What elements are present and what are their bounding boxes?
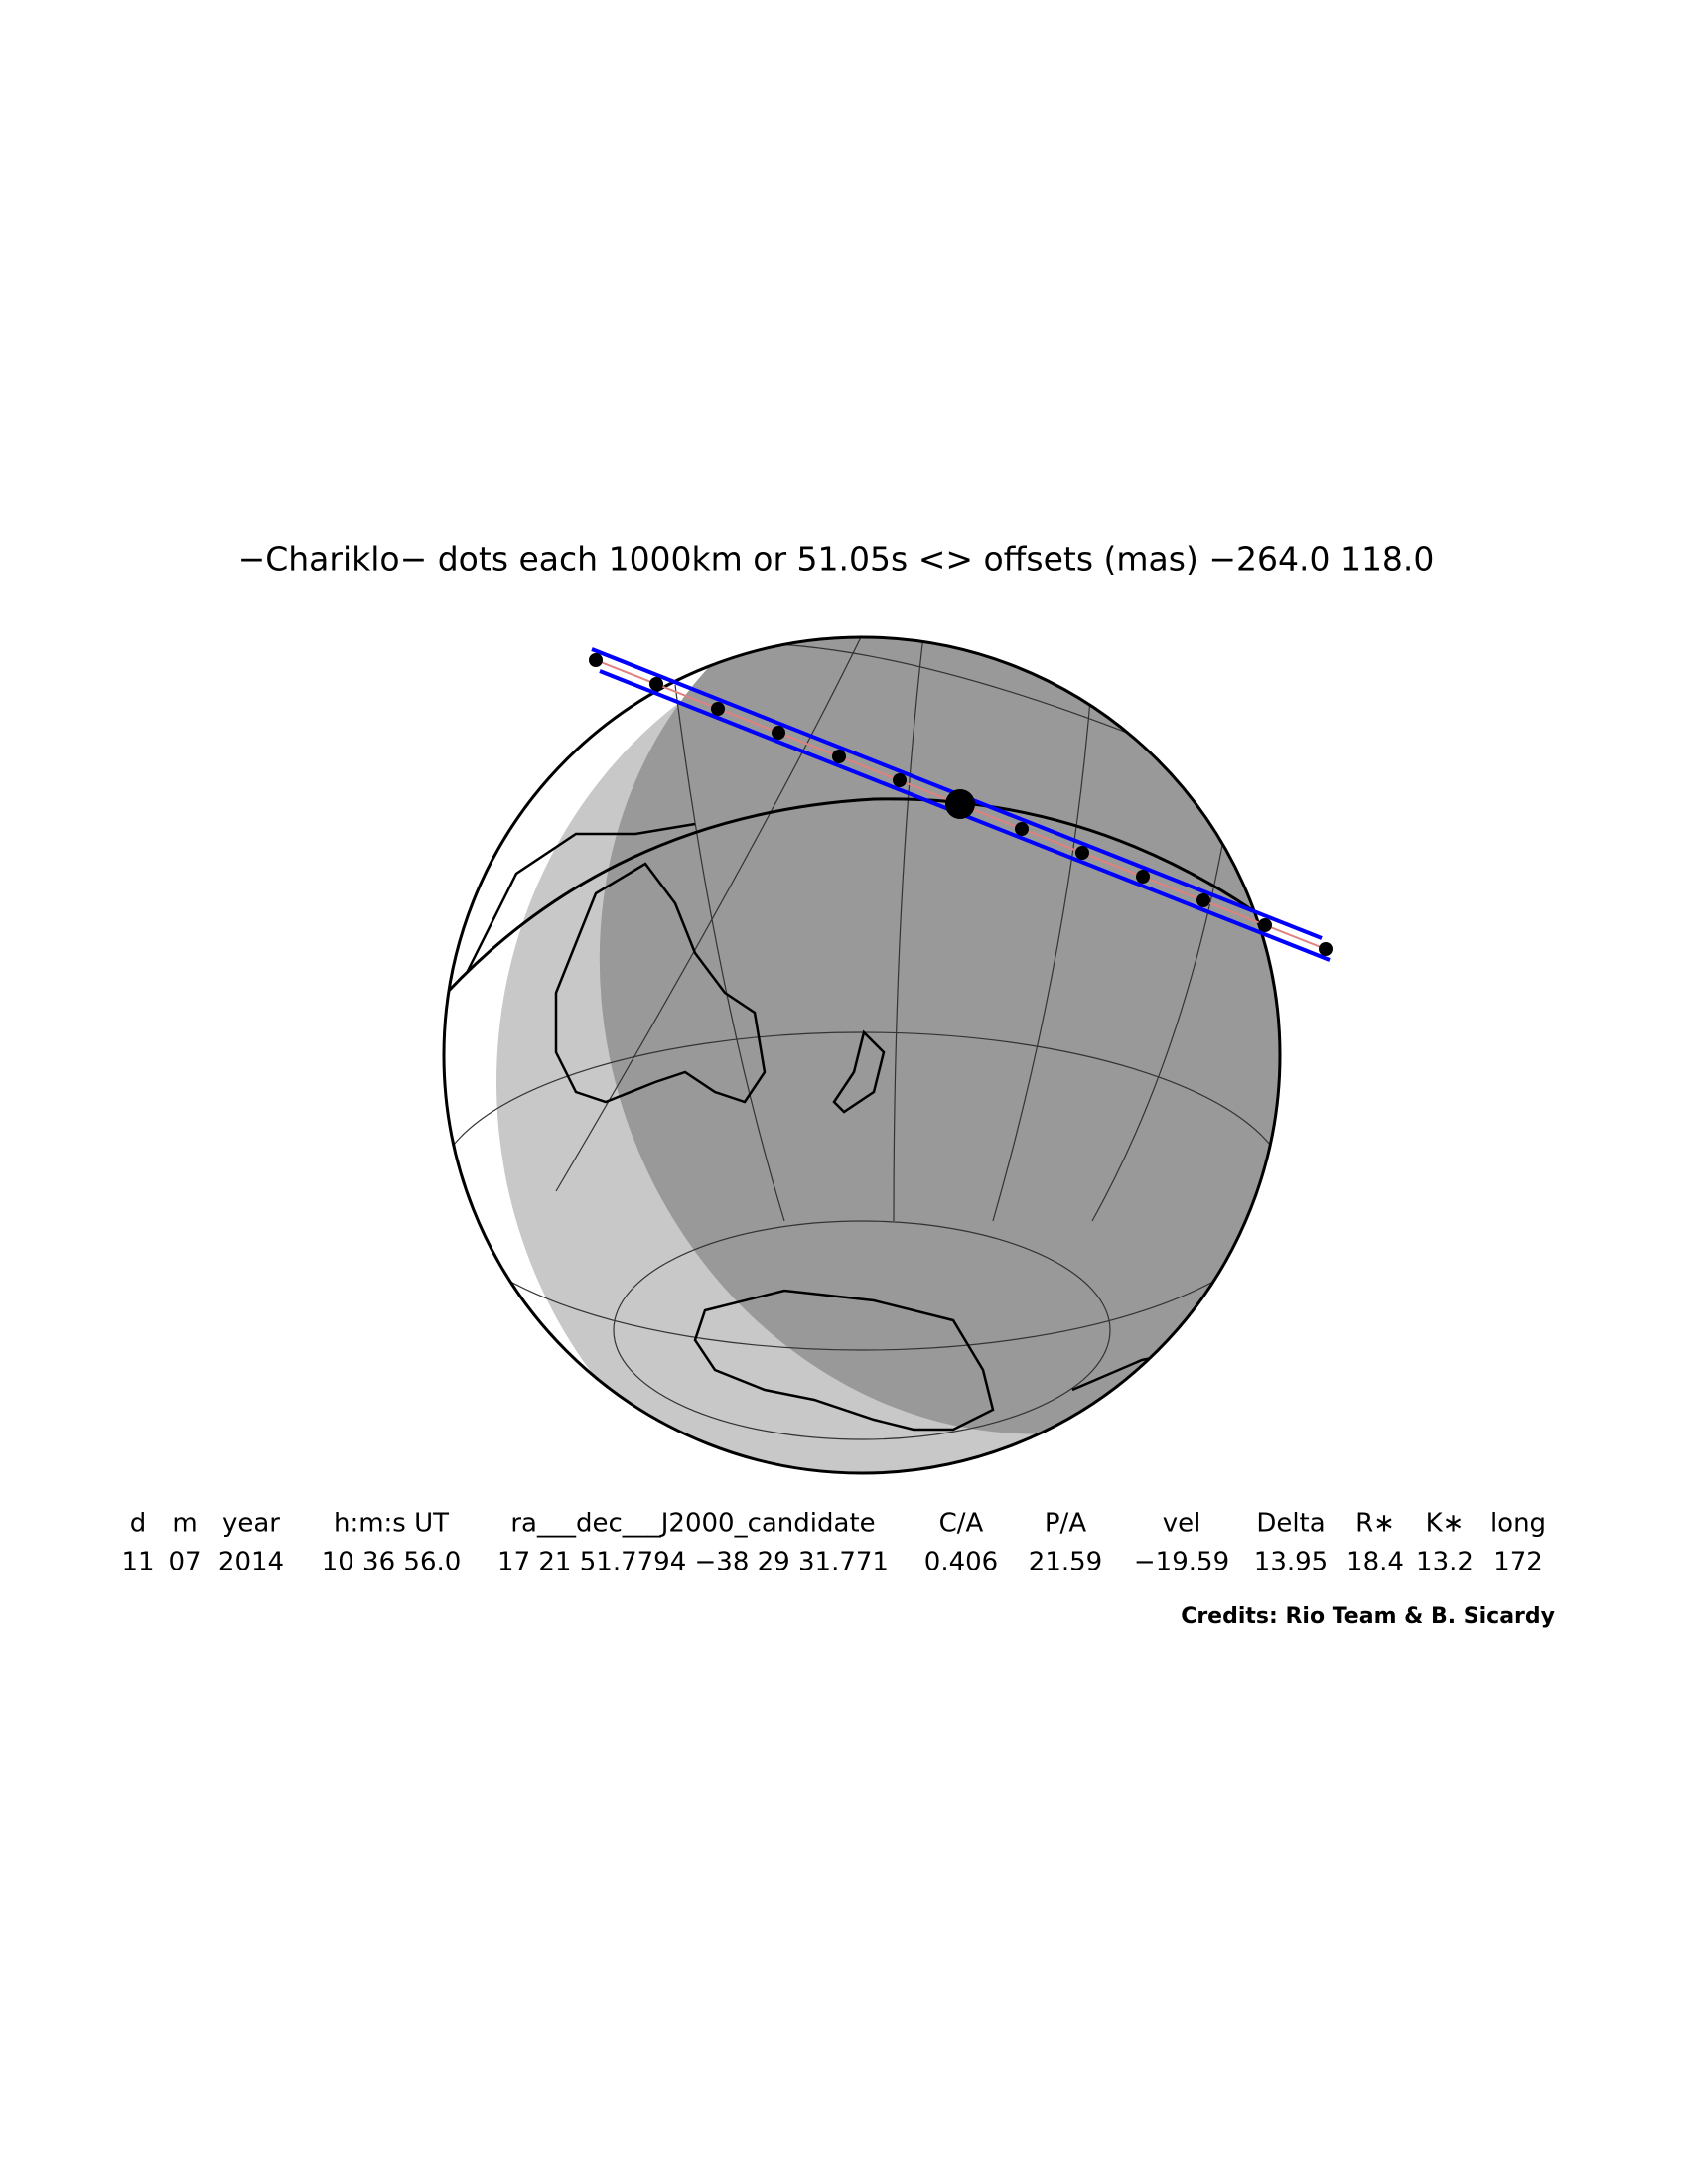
globe-outline bbox=[442, 635, 1282, 1475]
column-header: ra___dec___J2000_candidate bbox=[510, 1509, 875, 1539]
coastlines bbox=[465, 822, 1193, 1432]
column-value: 11 bbox=[121, 1548, 154, 1577]
column-value: 18.4 bbox=[1346, 1548, 1404, 1577]
column-header: d bbox=[130, 1509, 147, 1539]
column-header: P/A bbox=[1045, 1509, 1086, 1539]
column-value: −19.59 bbox=[1134, 1548, 1229, 1577]
column-header: Delta bbox=[1256, 1509, 1325, 1539]
column-value: 2014 bbox=[218, 1548, 284, 1577]
column-header: vel bbox=[1163, 1509, 1201, 1539]
parameter-table: d m year h:m:s UT ra___dec___J2000_candidate… bbox=[121, 1509, 1546, 1577]
column-header: year bbox=[222, 1509, 280, 1539]
credits: Credits: Rio Team & B. Sicardy bbox=[1181, 1604, 1555, 1629]
path-dots bbox=[589, 653, 1333, 956]
globe bbox=[442, 635, 1282, 1475]
column-header: C/A bbox=[939, 1509, 984, 1539]
column-header: h:m:s UT bbox=[334, 1509, 449, 1539]
column-value: 10 36 56.0 bbox=[322, 1548, 462, 1577]
title: −Chariklo− dots each 1000km or 51.05s <>… bbox=[238, 540, 1435, 579]
column-header: long bbox=[1490, 1509, 1546, 1539]
column-header: R∗ bbox=[1355, 1509, 1395, 1539]
column-value: 07 bbox=[168, 1548, 201, 1577]
column-header: K∗ bbox=[1426, 1509, 1465, 1539]
column-value: 0.406 bbox=[924, 1548, 998, 1577]
occultation-path bbox=[589, 647, 1333, 962]
column-value: 13.2 bbox=[1416, 1548, 1474, 1577]
column-value: 13.95 bbox=[1254, 1548, 1328, 1577]
column-value: 21.59 bbox=[1029, 1548, 1102, 1577]
column-header: m bbox=[172, 1509, 197, 1539]
terminator bbox=[445, 797, 1272, 995]
column-value: 172 bbox=[1493, 1548, 1543, 1577]
column-value: 17 21 51.7794 −38 29 31.771 bbox=[497, 1548, 889, 1577]
